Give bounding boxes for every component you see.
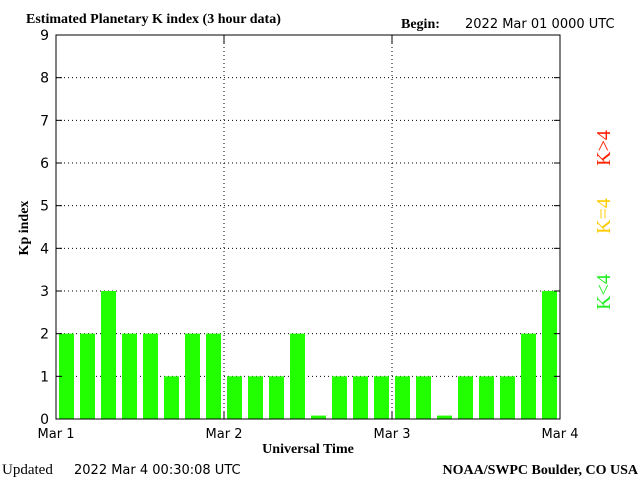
y-tick-label: 9 <box>40 28 49 44</box>
legend-k-less-4: K<4 <box>593 274 615 310</box>
begin-value: 2022 Mar 01 0000 UTC <box>465 17 615 32</box>
kp-bar <box>143 333 158 419</box>
begin-label: Begin: <box>401 17 440 32</box>
kp-bar <box>185 333 200 419</box>
kp-bar <box>458 376 473 419</box>
plot-frame <box>55 34 561 420</box>
y-tick-label: 2 <box>40 327 49 343</box>
kp-bar <box>269 376 284 419</box>
y-tick-label: 3 <box>40 284 49 300</box>
x-tick-label: Mar 4 <box>542 427 579 442</box>
y-tick-label: 0 <box>40 412 49 428</box>
kp-bar <box>395 376 410 419</box>
legend-k-greater-4: K>4 <box>593 130 615 166</box>
x-axis-label: Universal Time <box>262 442 354 457</box>
y-tick-label: 6 <box>40 156 49 172</box>
kp-bar <box>122 333 137 419</box>
kp-bar <box>80 333 95 419</box>
kp-bar <box>479 376 494 419</box>
updated-value: 2022 Mar 4 00:30:08 UTC <box>74 463 241 478</box>
grid-lines <box>56 35 560 419</box>
kp-bar <box>101 291 116 419</box>
y-axis-label: Kp index <box>17 201 32 256</box>
kp-bar <box>311 415 326 419</box>
kp-bar <box>437 415 452 419</box>
x-tick-label: Mar 3 <box>374 427 411 442</box>
legend-k-equal-4: K=4 <box>593 198 615 234</box>
kp-bar <box>248 376 263 419</box>
y-tick-label: 1 <box>40 369 49 385</box>
kp-bar <box>542 291 557 419</box>
x-axis-ticks: Mar 1 Mar 2 Mar 3 Mar 4 <box>38 35 579 442</box>
kp-bar <box>416 376 431 419</box>
y-axis-ticks: 0 1 2 3 4 5 6 7 8 9 <box>40 28 560 428</box>
y-tick-label: 4 <box>40 241 49 257</box>
x-tick-label: Mar 2 <box>206 427 243 442</box>
kp-bar <box>290 333 305 419</box>
y-tick-label: 5 <box>40 199 49 215</box>
kp-bar <box>227 376 242 419</box>
kp-bar <box>374 376 389 419</box>
updated-label: Updated <box>2 462 53 478</box>
kp-bar <box>521 333 536 419</box>
kp-bar <box>206 333 221 419</box>
x-tick-label: Mar 1 <box>38 427 75 442</box>
kp-bar <box>353 376 368 419</box>
kp-bar <box>59 333 74 419</box>
chart-title: Estimated Planetary K index (3 hour data… <box>26 12 281 27</box>
y-tick-label: 8 <box>40 71 49 87</box>
kp-bar <box>332 376 347 419</box>
credit-text: NOAA/SWPC Boulder, CO USA <box>442 463 638 478</box>
y-tick-label: 7 <box>40 113 49 129</box>
kp-bar <box>164 376 179 419</box>
bar-series <box>59 291 557 419</box>
kp-bar <box>500 376 515 419</box>
